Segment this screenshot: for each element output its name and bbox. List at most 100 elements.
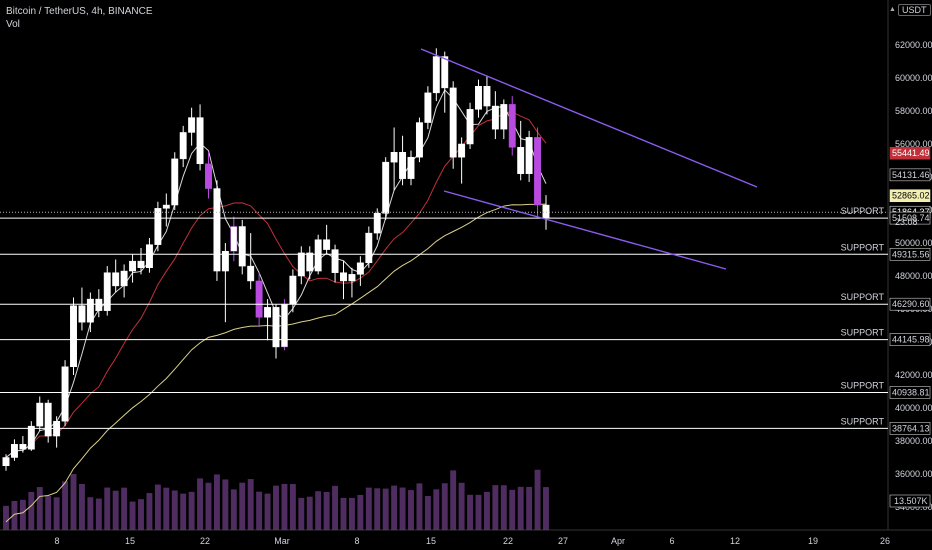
time-tick-label: 27 (558, 536, 568, 546)
volume-bar (129, 501, 136, 530)
volume-bar (95, 498, 102, 530)
candle-body (44, 402, 52, 437)
volume-bar (36, 487, 43, 530)
price-label-text: 46290.60 (892, 299, 930, 309)
volume-bar (315, 491, 322, 530)
price-label-text: 55441.49 (892, 148, 930, 158)
volume-bar (416, 483, 423, 530)
ma-mid-line (5, 111, 547, 458)
volume-bar (475, 494, 482, 530)
volume-bar (180, 493, 187, 530)
candle-body (407, 156, 415, 179)
candle-body (272, 307, 280, 348)
support-label: SUPPORT (841, 292, 885, 302)
price-tick-label: 60000.00 (895, 73, 932, 83)
volume-bar (112, 490, 119, 530)
volume-bar (543, 487, 549, 530)
candle-body (103, 272, 111, 311)
price-label-text: 44145.98 (892, 335, 930, 345)
candle-body (129, 260, 137, 272)
time-tick-label: 12 (730, 536, 740, 546)
volume-label-text: 13.507K (894, 496, 928, 506)
candle-body (415, 122, 423, 158)
candle-body (78, 305, 86, 323)
volume-bar (340, 497, 347, 530)
candle-body (314, 239, 322, 272)
price-label-text: 52865.02 (892, 191, 930, 201)
volume-bar (62, 481, 69, 530)
price-label-box (889, 297, 931, 311)
volume-bar (197, 478, 204, 530)
candle-body (10, 444, 18, 458)
volume-bar (298, 497, 305, 530)
volume-bar (53, 497, 60, 530)
price-tick-label: 50000.00 (895, 238, 932, 248)
volume-bar (433, 489, 440, 530)
currency-button[interactable]: USDT (898, 4, 931, 16)
price-label-text: 38764.13 (892, 423, 930, 433)
support-label: SUPPORT (841, 242, 885, 252)
candle-body (348, 274, 356, 282)
volume-bar (458, 482, 465, 530)
candle-body (280, 303, 288, 348)
candle-body (525, 137, 533, 174)
candle-body (213, 188, 221, 272)
candle-body (297, 252, 305, 277)
volume-bar (365, 487, 372, 530)
support-label: SUPPORT (841, 328, 885, 338)
price-tick-label: 48000.00 (895, 271, 932, 281)
volume-bar (213, 474, 220, 530)
volume-bar (230, 489, 237, 530)
candle-body (238, 226, 246, 267)
volume-bar (348, 497, 355, 530)
volume-bar (450, 470, 457, 530)
volume-bar (87, 497, 94, 530)
time-tick-label: 19 (808, 536, 818, 546)
time-tick-label: 15 (125, 536, 135, 546)
channel-upper-line[interactable] (420, 48, 758, 188)
volume-bar (239, 482, 246, 530)
candle-body (508, 104, 516, 148)
time-tick-label: 8 (54, 536, 59, 546)
volume-bar (281, 483, 288, 530)
candle-body (19, 444, 27, 450)
candle-body (449, 87, 457, 158)
ma-long-line (5, 203, 547, 523)
volume-bar (11, 501, 18, 530)
volume-bar (78, 484, 85, 530)
candle-body (145, 244, 153, 268)
candle-body (120, 270, 128, 287)
price-label-box (889, 211, 931, 225)
volume-bar (332, 485, 339, 530)
volume-bar (467, 494, 474, 530)
volume-bar (382, 488, 389, 530)
candle-body (255, 280, 263, 318)
candle-body (365, 232, 373, 264)
candle-body (205, 163, 212, 189)
volume-bar (306, 496, 313, 530)
time-tick-label: Apr (611, 536, 625, 546)
candle-body (475, 86, 482, 110)
support-label: SUPPORT (841, 206, 885, 216)
volume-bar (323, 491, 330, 530)
time-tick-label: 8 (354, 536, 359, 546)
volume-bar (188, 491, 195, 530)
time-tick-label: 15 (426, 536, 436, 546)
volume-bar (222, 479, 229, 530)
volume-bar (399, 487, 406, 530)
volume-bar (256, 491, 263, 530)
volume-bar (500, 485, 507, 530)
candle-body (247, 265, 255, 282)
volume-bar (391, 485, 398, 530)
volume-bar (408, 490, 414, 530)
channel-lower-line[interactable] (443, 190, 727, 270)
volume-bar (171, 490, 178, 530)
dropdown-triangle-icon[interactable]: ▲ (889, 6, 896, 13)
price-tick-label: 56000.00 (895, 139, 932, 149)
candle-body (264, 307, 272, 318)
support-label: SUPPORT (841, 381, 885, 391)
price-label-box (889, 386, 931, 399)
price-label-box (889, 146, 931, 160)
candle-body (432, 56, 440, 94)
